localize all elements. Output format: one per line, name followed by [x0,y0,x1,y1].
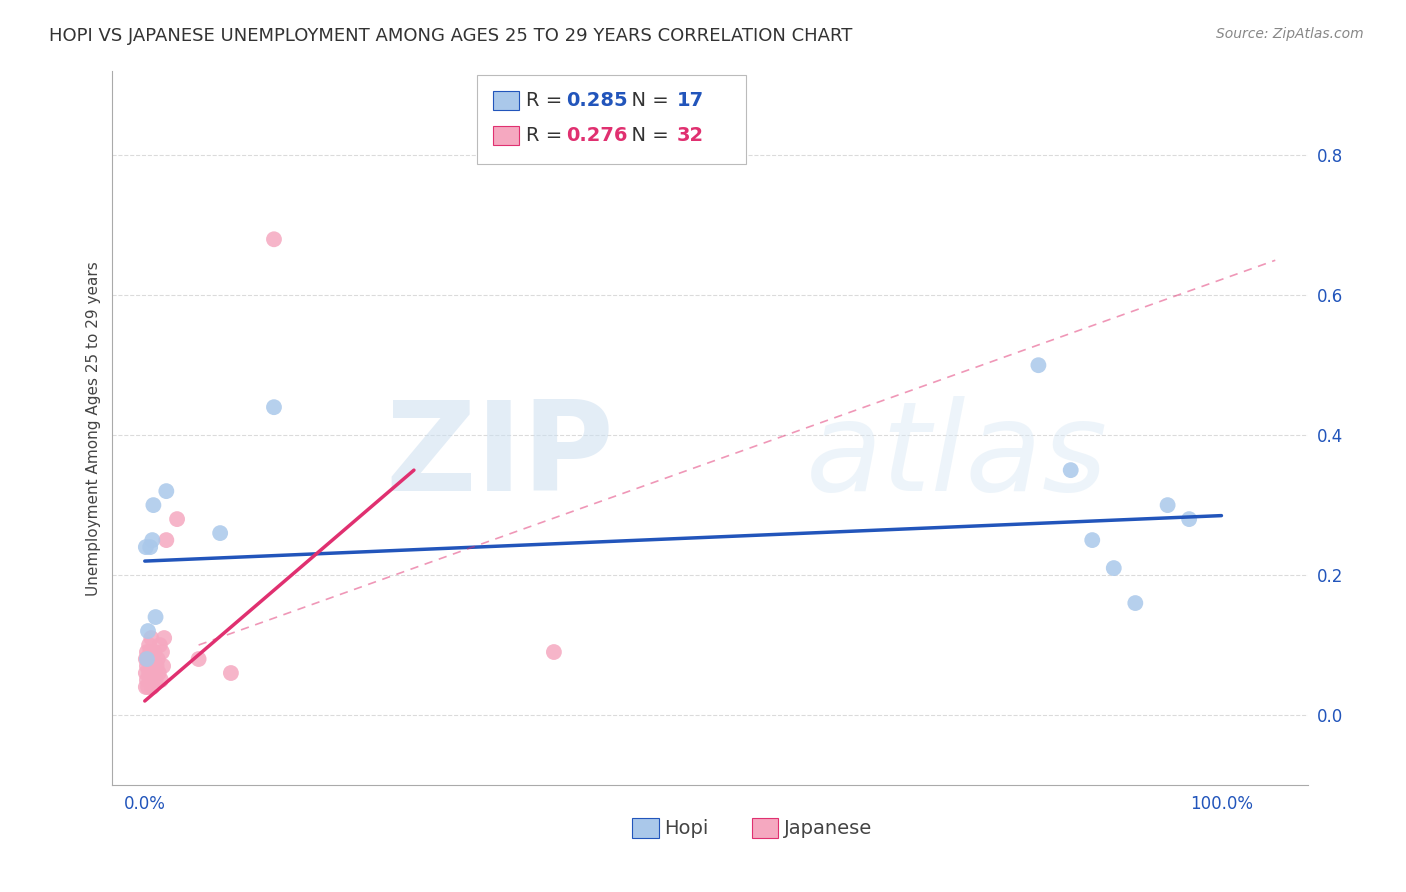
FancyBboxPatch shape [633,819,658,838]
Text: atlas: atlas [806,396,1108,517]
Point [209,526,232,541]
Point [136,680,159,694]
Point [153,631,176,645]
Point [139,673,162,687]
Point [146,652,169,666]
Text: Japanese: Japanese [785,819,872,838]
Point [219,666,242,681]
FancyBboxPatch shape [477,75,747,164]
Y-axis label: Unemployment Among Ages 25 to 29 years: Unemployment Among Ages 25 to 29 years [86,260,101,596]
Point [1081,533,1104,547]
Point [136,659,159,673]
Point [155,484,177,499]
Point [142,498,165,512]
Text: Hopi: Hopi [665,819,709,838]
Point [143,645,166,659]
Text: 0.285: 0.285 [567,91,628,110]
Point [152,659,174,673]
Point [149,638,172,652]
Point [149,673,172,687]
Point [263,400,285,414]
Point [136,652,159,666]
Text: HOPI VS JAPANESE UNEMPLOYMENT AMONG AGES 25 TO 29 YEARS CORRELATION CHART: HOPI VS JAPANESE UNEMPLOYMENT AMONG AGES… [49,27,852,45]
Point [155,533,177,547]
FancyBboxPatch shape [492,127,519,145]
Point [142,666,165,681]
Text: R =: R = [526,91,568,110]
Point [1156,498,1178,512]
Point [166,512,188,526]
Point [145,610,167,624]
Point [136,652,159,666]
Point [141,533,163,547]
Point [136,645,159,659]
Point [1060,463,1083,477]
FancyBboxPatch shape [492,91,519,110]
Point [543,645,565,659]
Text: N =: N = [619,126,675,145]
Point [141,631,163,645]
Point [135,652,157,666]
Point [138,638,160,652]
Point [263,232,285,246]
Text: R =: R = [526,126,568,145]
Text: ZIP: ZIP [385,396,614,517]
Point [141,652,163,666]
Point [1178,512,1201,526]
Text: N =: N = [619,91,675,110]
Point [135,680,157,694]
Point [145,673,167,687]
Point [150,645,173,659]
Point [145,659,167,673]
Text: 17: 17 [676,91,703,110]
Point [187,652,209,666]
Point [138,666,160,681]
Text: Source: ZipAtlas.com: Source: ZipAtlas.com [1216,27,1364,41]
Point [141,680,163,694]
Point [1123,596,1146,610]
Text: 0.276: 0.276 [567,126,628,145]
Point [148,666,170,681]
Point [135,666,157,681]
FancyBboxPatch shape [752,819,778,838]
Point [136,624,159,638]
Point [139,645,162,659]
Point [1028,358,1050,372]
Point [141,659,163,673]
Point [135,540,157,554]
Point [136,673,159,687]
Text: 32: 32 [676,126,703,145]
Point [139,540,162,554]
Point [1102,561,1125,575]
